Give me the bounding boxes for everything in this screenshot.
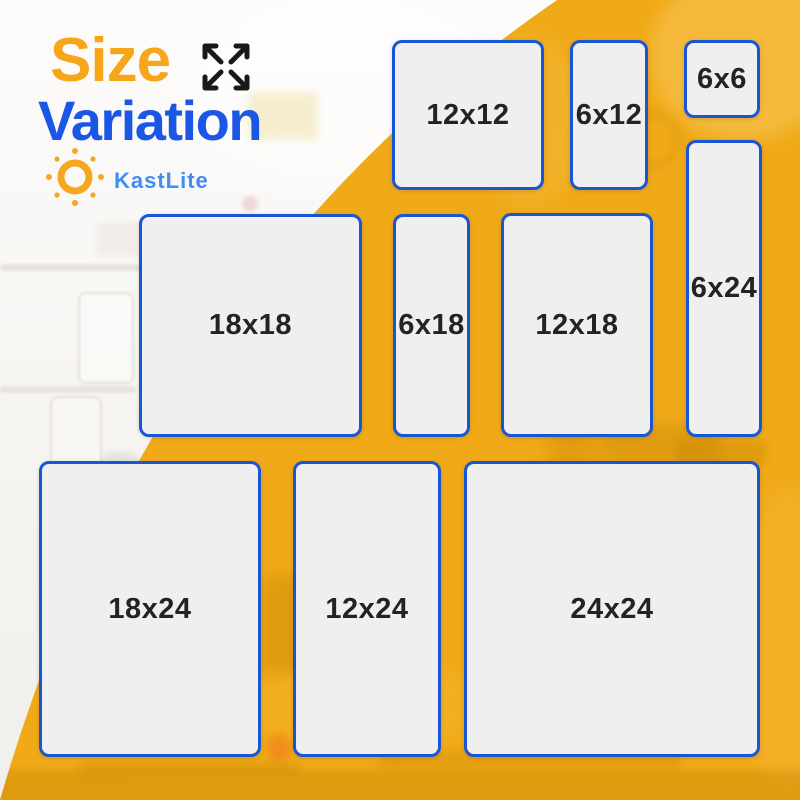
size-card-24x24: 24x24 <box>464 461 760 757</box>
photo-shelf-line <box>0 264 152 271</box>
photo-bucket-shape <box>50 396 102 468</box>
brand-name: KastLite <box>114 168 209 193</box>
size-card-12x18: 12x18 <box>501 213 653 437</box>
photo-butter-shape <box>248 92 318 140</box>
photo-shelf-line <box>0 386 136 393</box>
page-title-variation: Variation <box>38 89 263 152</box>
size-label: 6x24 <box>690 272 758 304</box>
size-card-6x24: 6x24 <box>686 140 762 437</box>
size-label: 12x24 <box>325 592 409 625</box>
size-card-18x18: 18x18 <box>139 214 362 437</box>
size-label: 18x18 <box>208 309 293 341</box>
size-card-6x12: 6x12 <box>570 40 648 190</box>
size-label: 18x24 <box>108 592 192 625</box>
photo-bucket-shape <box>78 292 134 384</box>
size-label: 6x6 <box>697 62 747 95</box>
size-label: 24x24 <box>570 592 654 625</box>
page-title-size: Size <box>50 26 171 95</box>
expand-arrows-icon <box>202 43 250 91</box>
size-label: 6x12 <box>575 98 643 131</box>
size-card-12x12: 12x12 <box>392 40 544 190</box>
size-card-6x18: 6x18 <box>393 214 470 437</box>
size-label: 12x12 <box>426 98 510 131</box>
size-label: 6x18 <box>398 309 465 341</box>
sun-icon <box>46 148 104 206</box>
size-card-6x6: 6x6 <box>684 40 760 118</box>
size-card-12x24: 12x24 <box>293 461 441 757</box>
photo-pink-dot <box>242 196 258 212</box>
size-label: 12x18 <box>535 308 619 341</box>
size-card-18x24: 18x24 <box>39 461 261 757</box>
header: Size Variation KastLite <box>0 0 360 220</box>
